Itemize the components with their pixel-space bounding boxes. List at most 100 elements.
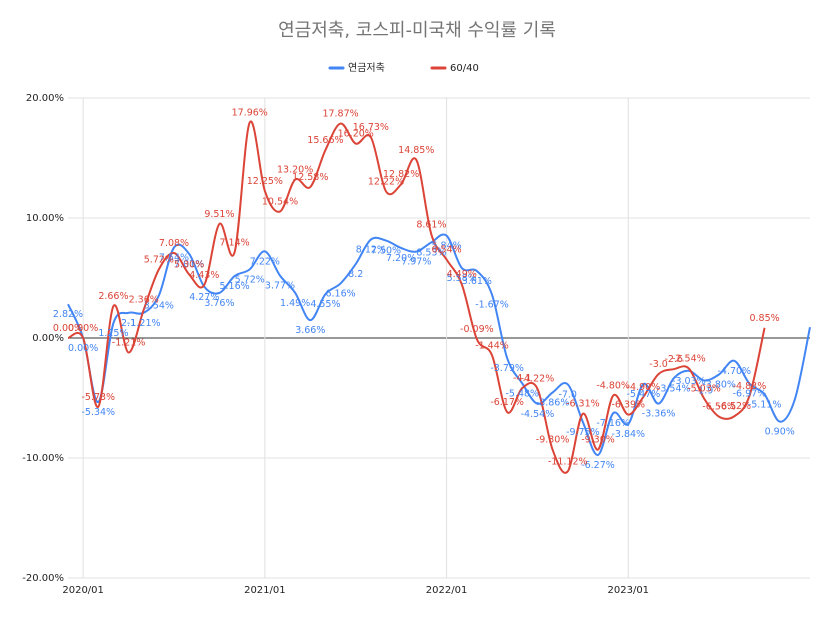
data-label: -6.97% <box>733 389 767 400</box>
data-label: -6.52% <box>717 401 751 412</box>
data-label: -7.16% <box>596 418 630 429</box>
data-label: -1.21% <box>127 318 161 329</box>
data-label: 1.49% <box>280 298 310 309</box>
x-tick-label: 2021/01 <box>244 585 286 596</box>
series-line-0[interactable] <box>67 233 811 456</box>
series-lines <box>67 120 811 474</box>
data-label: -6.31% <box>566 399 600 410</box>
legend-label-pension: 연금저축 <box>348 62 385 74</box>
data-label: -4.54% <box>521 409 555 420</box>
data-label: 10.54% <box>262 197 298 208</box>
data-label: 7.97% <box>401 257 431 268</box>
data-label: 5.30% <box>174 259 204 270</box>
data-label: -1.21% <box>112 338 146 349</box>
data-label: -1.67% <box>475 300 509 311</box>
data-label: 0.00% <box>68 323 98 334</box>
x-tick-label: 2022/01 <box>426 585 468 596</box>
data-label: -4.83% <box>733 381 767 392</box>
legend-item-6040[interactable]: 60/40 <box>430 63 479 74</box>
data-label: -3.86% <box>536 397 570 408</box>
data-label: -3.03% <box>672 376 706 387</box>
data-label: -1.9 <box>695 385 714 396</box>
y-tick-label: -20.00% <box>22 573 64 584</box>
data-label: -5.48% <box>505 388 539 399</box>
data-label: 12.22% <box>368 176 404 187</box>
data-label: -11.12% <box>548 456 588 467</box>
data-label: -6.17% <box>490 397 524 408</box>
data-label: 8.53% <box>416 247 446 258</box>
data-label: 3.54% <box>144 301 174 312</box>
data-label: 6.54% <box>431 245 461 256</box>
gridlines <box>68 97 810 579</box>
data-label: 8.12% <box>356 245 386 256</box>
data-label: 7.01% <box>174 259 204 270</box>
data-label: 2.36% <box>129 295 159 306</box>
data-label: -6.56% <box>702 402 736 413</box>
data-label: 7.22% <box>250 256 280 267</box>
data-label: 6.16% <box>325 288 355 299</box>
data-label: -3.80% <box>702 379 736 390</box>
legend-item-pension[interactable]: 연금저축 <box>328 62 385 74</box>
data-label: 16.73% <box>353 122 389 133</box>
data-label: -4.90% <box>627 382 661 393</box>
data-label: -0.09% <box>460 324 494 335</box>
data-label: -7.0 <box>558 389 577 400</box>
data-label: 8.2 <box>348 269 363 280</box>
data-label: 7.08% <box>159 238 189 249</box>
data-label: 5.84% <box>431 241 461 252</box>
data-label: 0.00% <box>53 323 83 334</box>
data-label: -5.47% <box>627 389 661 400</box>
data-label: -3.84% <box>611 429 645 440</box>
data-label: 3.76% <box>204 298 234 309</box>
y-tick-label: 10.00% <box>26 213 64 224</box>
data-label: 12.25% <box>247 176 283 187</box>
data-label: -1.44% <box>475 340 509 351</box>
data-label: 16.20% <box>338 129 374 140</box>
series-line-1[interactable] <box>67 120 766 474</box>
data-label: -4.80% <box>596 381 630 392</box>
data-label: 7.20% <box>386 253 416 264</box>
legend: 연금저축 60/40 <box>328 62 479 74</box>
data-label: 5.16% <box>219 281 249 292</box>
data-label: 0.85% <box>749 313 779 324</box>
data-label: -2.54% <box>672 353 706 364</box>
data-label: 3.77% <box>265 281 295 292</box>
x-axis-ticks: 2020/01 2021/01 2022/01 2023/01 <box>62 585 649 596</box>
data-label: 2.1 <box>121 318 136 329</box>
data-label: 0.90% <box>765 427 795 438</box>
data-label: 4.55% <box>310 299 340 310</box>
data-label: 17.96% <box>232 107 268 118</box>
data-label: 2.66% <box>98 291 128 302</box>
data-label: 5.58% <box>447 273 477 284</box>
data-label: 7.14% <box>219 237 249 248</box>
data-label: 4.49% <box>447 269 477 280</box>
data-label: -3.54% <box>657 383 691 394</box>
data-label: 3.61% <box>462 276 492 287</box>
data-label: 7.54% <box>159 253 189 264</box>
legend-label-6040: 60/40 <box>450 63 479 74</box>
data-label: 12.58% <box>292 172 328 183</box>
data-label: 1.25% <box>98 328 128 339</box>
data-label: 3.66% <box>295 325 325 336</box>
y-axis-ticks: 20.00% 10.00% 0.00% -10.00% -20.00% <box>22 93 64 584</box>
data-label: 8.61% <box>416 220 446 231</box>
data-label: -6.39% <box>611 400 645 411</box>
data-label: -5.03% <box>687 383 721 394</box>
data-label: -9.75% <box>566 427 600 438</box>
data-label: -5.11% <box>748 399 782 410</box>
data-label: 4.27% <box>189 292 219 303</box>
data-label: -4.70% <box>717 366 751 377</box>
y-tick-label: 0.00% <box>32 333 64 344</box>
data-label: -9.30% <box>581 435 615 446</box>
data-label: 2.82% <box>53 309 83 320</box>
x-tick-label: 2020/01 <box>62 585 104 596</box>
data-label: 13.20% <box>277 165 313 176</box>
y-tick-label: -10.00% <box>22 453 64 464</box>
data-label: 17.87% <box>322 109 358 120</box>
data-label: 15.66% <box>307 135 343 146</box>
data-label: -9.30% <box>536 435 570 446</box>
data-label: 5.72% <box>144 254 174 265</box>
chart-title: 연금저축, 코스피-미국채 수익률 기록 <box>278 20 556 41</box>
y-tick-label: 20.00% <box>26 93 64 104</box>
